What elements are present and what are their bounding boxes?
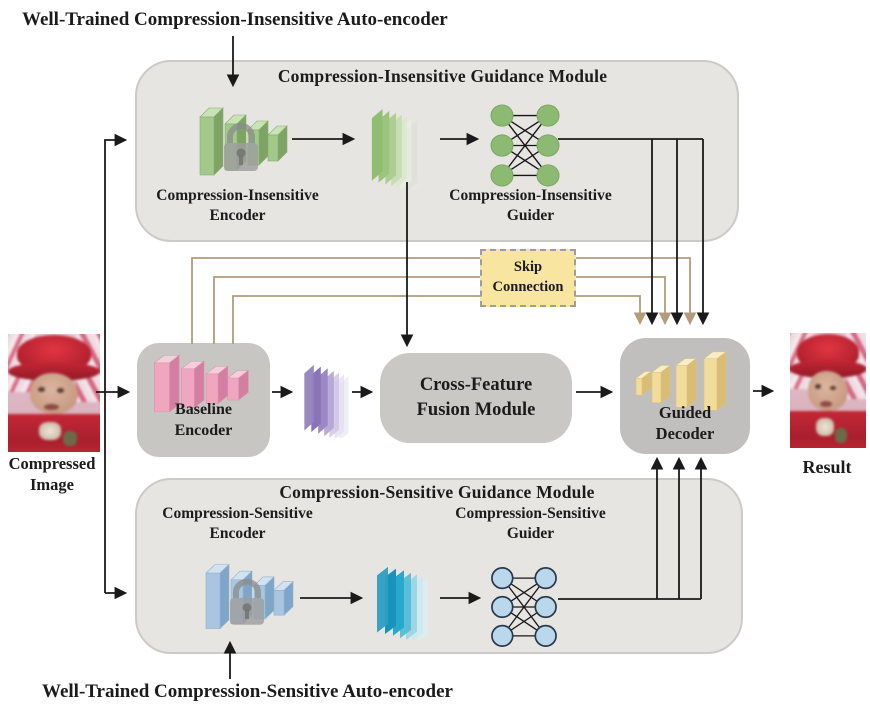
lock-icon xyxy=(224,123,258,171)
fused-feature-stack-icon xyxy=(304,364,349,438)
insensitive-module-title: Compression-Insensitive Guidance Module xyxy=(277,66,608,86)
skip-connection-lines xyxy=(191,257,697,344)
baseline-encoder-label: Baseline Encoder xyxy=(174,401,233,439)
cross-feature-fusion-module: Cross-Feature Fusion Module xyxy=(380,353,572,443)
sensitive-guider-icon xyxy=(491,567,557,647)
insensitive-encoder-label: Compression-Insensitive Encoder xyxy=(156,187,319,225)
sensitive-encoder-label: Compression-Sensitive Encoder xyxy=(162,505,313,543)
sensitive-module-title: Compression-Sensitive Guidance Module xyxy=(279,482,595,502)
insensitive-encoder-icon xyxy=(199,107,288,176)
insensitive-guider-icon xyxy=(490,104,560,187)
top-annotation: Well-Trained Compression-Insensitive Aut… xyxy=(22,9,448,30)
baseline-encoder-icon xyxy=(153,354,250,413)
bottom-annotation: Well-Trained Compression-Sensitive Auto-… xyxy=(42,681,453,702)
guided-decoder-icon xyxy=(635,351,727,411)
sensitive-feature-stack-icon xyxy=(377,566,428,640)
insensitive-feature-stack-icon xyxy=(371,109,423,190)
lock-icon xyxy=(230,578,264,625)
compressed-image xyxy=(8,334,100,452)
result-image xyxy=(790,333,866,448)
fusion-module-label-line2: Fusion Module xyxy=(416,400,536,420)
result-label: Result xyxy=(802,457,852,477)
skip-connection-box: Skip Connection xyxy=(480,249,576,307)
fusion-module-label-line1: Cross-Feature xyxy=(419,375,533,396)
sensitive-encoder-icon xyxy=(205,563,294,630)
skip-connection-label-line1: Skip xyxy=(513,259,543,276)
compressed-image-label: Compressed Image xyxy=(8,454,96,494)
skip-connection-label-line2: Connection xyxy=(492,279,564,295)
insensitive-guider-label: Compression-Insensitive Guider xyxy=(449,187,612,225)
guided-decoder-label: Guided Decoder xyxy=(655,403,715,444)
sensitive-guider-label: Compression-Sensitive Guider xyxy=(455,505,606,543)
